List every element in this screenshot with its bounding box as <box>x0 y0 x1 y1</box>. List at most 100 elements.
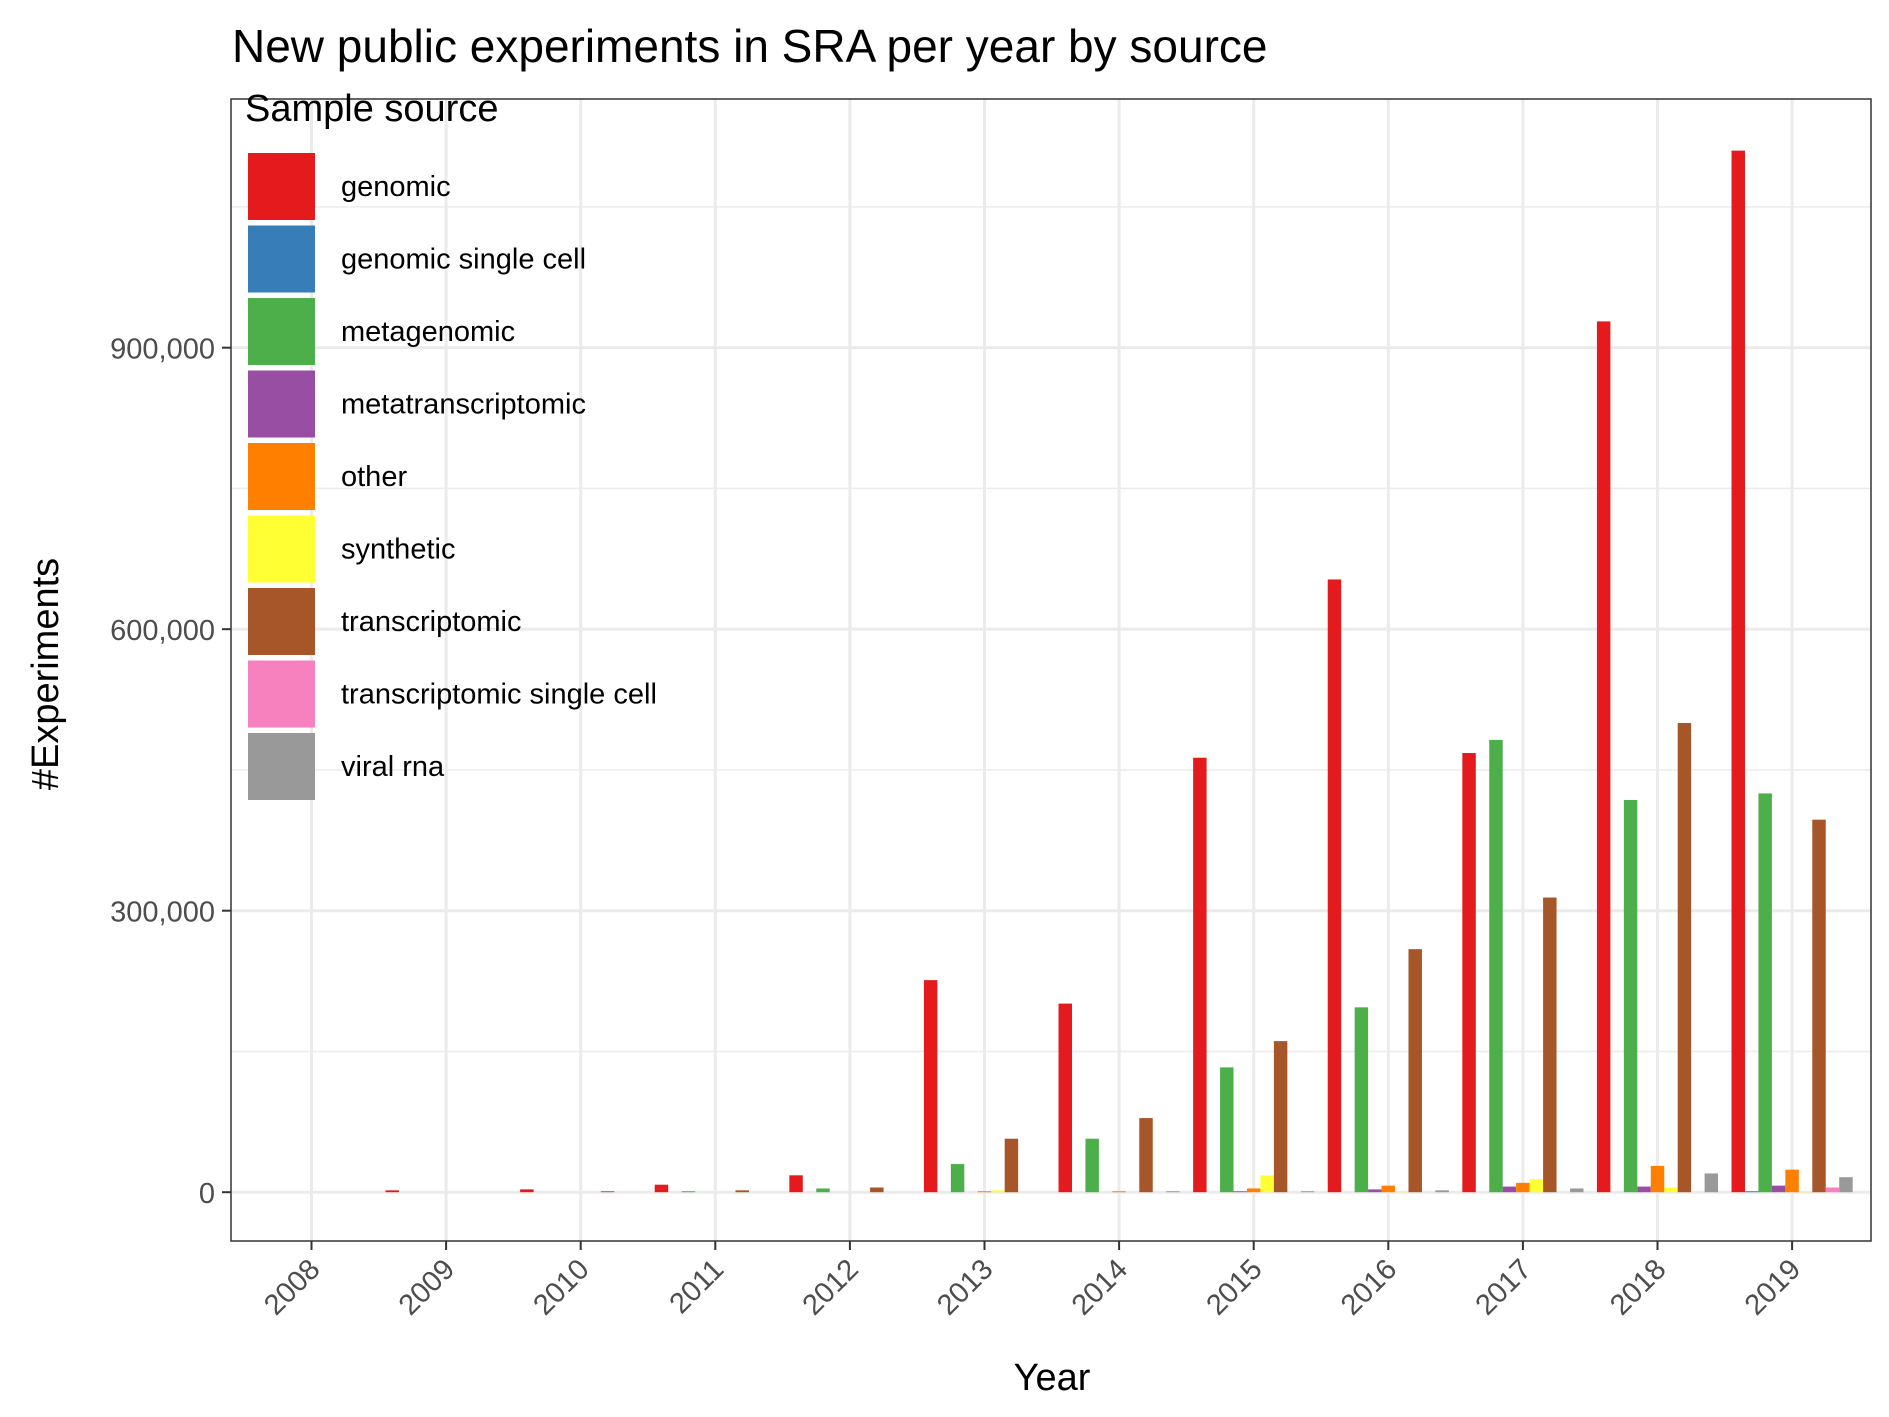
bar-transcriptomic-2019 <box>1812 819 1826 1193</box>
x-tick-label: 2014 <box>1066 1253 1134 1321</box>
bar-transcriptomic-2014 <box>1139 1118 1153 1193</box>
x-tick-label: 2016 <box>1335 1253 1403 1321</box>
x-tick-label: 2018 <box>1604 1253 1672 1321</box>
legend-label: viral rna <box>341 751 445 783</box>
legend-key-transcriptomic-single-cell <box>248 660 315 728</box>
x-tick-label: 2019 <box>1739 1253 1807 1321</box>
chart-title: New public experiments in SRA per year b… <box>232 20 1267 72</box>
bar-metatranscriptomic-2018 <box>1637 1186 1651 1193</box>
y-tick-label: 0 <box>199 1178 215 1210</box>
bar-genomic-2015 <box>1193 757 1207 1193</box>
bar-metagenomic-2018 <box>1623 799 1638 1193</box>
bar-genomic-2011 <box>654 1184 669 1193</box>
legend-label: transcriptomic single cell <box>341 679 657 711</box>
bar-synthetic-2018 <box>1664 1187 1678 1193</box>
bar-metatranscriptomic-2017 <box>1502 1186 1517 1193</box>
legend-key-synthetic <box>248 515 315 583</box>
y-tick-label: 600,000 <box>110 615 215 647</box>
bar-other-2017 <box>1516 1182 1530 1193</box>
bar-other-2019 <box>1785 1169 1799 1193</box>
x-tick-label: 2009 <box>393 1253 461 1321</box>
bar-genomic-2012 <box>789 1175 803 1193</box>
bar-genomic-2014 <box>1058 1003 1072 1193</box>
bar-other-2016 <box>1381 1185 1396 1193</box>
x-axis-label: Year <box>1014 1357 1091 1399</box>
x-axis: 2008 2009 2010 2011 2012 2013 2014 2015 2016 2017… <box>258 1241 1807 1322</box>
bar-genomic-2009 <box>385 1190 399 1193</box>
bar-other-2014 <box>1112 1191 1126 1193</box>
bar-genomic-2010 <box>520 1189 534 1193</box>
bar-genomic-single-cell-2019 <box>1744 1191 1759 1193</box>
legend-key-metagenomic <box>248 298 315 365</box>
bar-other-2013 <box>977 1191 992 1193</box>
legend-key-metatranscriptomic <box>248 370 315 438</box>
x-tick-label: 2013 <box>931 1253 999 1321</box>
y-axis: 0 300,000 600,000 900,000 <box>110 334 231 1210</box>
x-tick-label: 2015 <box>1200 1253 1268 1321</box>
bar-viral-rna-2018 <box>1704 1173 1719 1193</box>
x-tick-label: 2017 <box>1470 1253 1538 1321</box>
legend-label: genomic single cell <box>341 244 586 276</box>
bar-viral-rna-2014 <box>1166 1191 1180 1193</box>
legend-key-genomic-single-cell <box>248 225 315 293</box>
bar-synthetic-2013 <box>991 1190 1005 1193</box>
legend-title: Sample source <box>245 88 498 130</box>
bar-synthetic-2017 <box>1529 1179 1544 1193</box>
x-tick-label: 2012 <box>797 1253 865 1321</box>
legend-key-transcriptomic <box>248 588 315 655</box>
bar-other-2015 <box>1246 1188 1261 1193</box>
bar-genomic-2019 <box>1731 150 1745 1193</box>
bars <box>385 150 1853 1193</box>
y-axis-label: #Experiments <box>25 558 67 790</box>
bar-metagenomic-2016 <box>1354 1007 1369 1193</box>
bar-viral-rna-2015 <box>1300 1191 1315 1193</box>
bar-other-2018 <box>1650 1165 1665 1193</box>
bar-metagenomic-2011 <box>681 1191 696 1193</box>
bar-synthetic-2015 <box>1260 1175 1274 1193</box>
bar-transcriptomic-2012 <box>870 1187 884 1193</box>
legend-label: genomic <box>341 171 451 203</box>
legend-label: synthetic <box>341 534 455 566</box>
legend-label: metagenomic <box>341 316 515 348</box>
bar-transcriptomic-2013 <box>1004 1138 1019 1193</box>
legend-label: transcriptomic <box>341 606 522 638</box>
x-tick-label: 2008 <box>258 1253 326 1321</box>
bar-transcriptomic-2017 <box>1543 897 1557 1193</box>
legend-label: other <box>341 461 407 493</box>
legend-key-viral-rna <box>248 733 315 800</box>
bar-metatranscriptomic-2019 <box>1771 1185 1786 1193</box>
bar-metagenomic-2014 <box>1085 1138 1099 1193</box>
bar-genomic-2017 <box>1462 753 1476 1193</box>
legend-key-genomic <box>248 153 315 220</box>
bar-transcriptomic-2016 <box>1408 949 1422 1193</box>
bar-metagenomic-2012 <box>816 1188 830 1193</box>
y-tick-label: 300,000 <box>110 897 215 929</box>
bar-genomic-2016 <box>1327 579 1342 1193</box>
plot-panel-border <box>230 98 1872 1242</box>
bar-viral-rna-2016 <box>1435 1190 1449 1193</box>
bar-genomic-2013 <box>923 980 938 1193</box>
bar-metagenomic-2019 <box>1758 793 1772 1193</box>
bar-viral-rna-2019 <box>1839 1177 1853 1193</box>
x-tick-label: 2010 <box>527 1253 595 1321</box>
bar-synthetic-2016 <box>1395 1191 1409 1193</box>
legend: Sample source genomic genomic single cell… <box>245 88 657 800</box>
bar-viral-rna-2017 <box>1570 1188 1584 1193</box>
bar-transcriptomic-single-cell-2019 <box>1825 1187 1840 1193</box>
bar-transcriptomic-2018 <box>1677 723 1692 1193</box>
bar-genomic-2018 <box>1596 321 1611 1193</box>
x-tick-label: 2011 <box>664 1253 731 1320</box>
legend-label: metatranscriptomic <box>341 389 586 421</box>
legend-key-other <box>248 443 315 510</box>
bar-transcriptomic-2010 <box>600 1191 615 1193</box>
bar-transcriptomic-2011 <box>735 1190 749 1193</box>
bar-metagenomic-2017 <box>1489 739 1503 1193</box>
bar-metatranscriptomic-2016 <box>1368 1189 1382 1193</box>
bar-metagenomic-2015 <box>1220 1067 1234 1193</box>
bar-metagenomic-2013 <box>950 1164 965 1193</box>
bar-transcriptomic-2015 <box>1273 1041 1288 1193</box>
bar-metatranscriptomic-2015 <box>1233 1191 1247 1193</box>
y-tick-label: 900,000 <box>110 334 215 366</box>
bar-synthetic-2019 <box>1798 1191 1813 1193</box>
